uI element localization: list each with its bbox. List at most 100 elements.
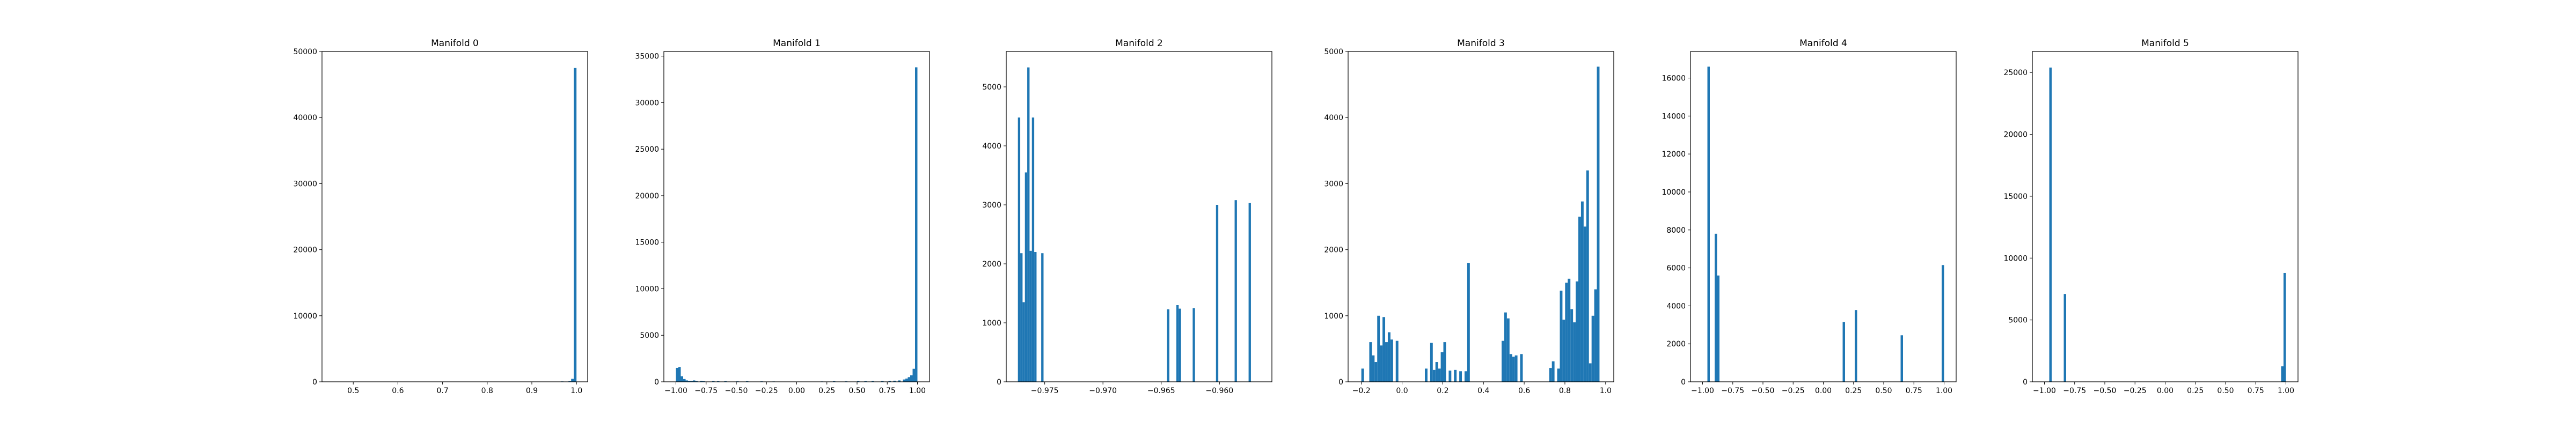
x-tick-label: 0.00 bbox=[2157, 387, 2174, 395]
y-tick-label: 20000 bbox=[2003, 131, 2028, 139]
panel-title: Manifold 0 bbox=[431, 38, 479, 49]
histogram-bar bbox=[676, 367, 678, 382]
y-tick-label: 10000 bbox=[293, 312, 317, 321]
axes-frame bbox=[1348, 51, 1614, 382]
histogram-bar bbox=[1464, 371, 1467, 382]
x-tick-label: 0.7 bbox=[436, 387, 448, 395]
y-tick-label: 35000 bbox=[635, 53, 659, 61]
histogram-bar bbox=[2049, 67, 2052, 382]
histogram-bar bbox=[1594, 289, 1597, 382]
histogram-bar bbox=[1506, 318, 1510, 382]
x-tick-label: 0.25 bbox=[2187, 387, 2204, 395]
histogram-bar bbox=[2284, 272, 2286, 382]
x-tick-label: 0.0 bbox=[1396, 387, 1408, 395]
histogram-bar bbox=[2063, 294, 2066, 382]
x-tick-label: −0.25 bbox=[1782, 387, 1805, 395]
panel-title: Manifold 5 bbox=[2141, 38, 2189, 49]
histogram-bar bbox=[1509, 354, 1512, 382]
x-tick-label: −0.75 bbox=[2063, 387, 2086, 395]
y-tick-label: 20000 bbox=[293, 246, 317, 255]
axes-frame bbox=[1006, 51, 1272, 382]
histogram-bar bbox=[1432, 369, 1436, 382]
histogram-bar bbox=[1589, 363, 1592, 382]
histogram-bar bbox=[1034, 252, 1037, 382]
x-tick-label: 0.25 bbox=[818, 387, 835, 395]
x-tick-label: −1.00 bbox=[2033, 387, 2056, 395]
histogram-panel-1: −1.00 −0.75 −0.50 −0.25 0.00 0.25 0.50 0.75 1.00… bbox=[635, 38, 930, 395]
histogram-bar bbox=[1216, 205, 1219, 382]
x-tick-label: 1.00 bbox=[909, 387, 926, 395]
histogram-bar bbox=[905, 378, 908, 382]
histogram-bar bbox=[574, 68, 577, 382]
y-tick-label: 16000 bbox=[1662, 75, 1686, 83]
histogram-bar bbox=[1020, 253, 1023, 382]
x-tick-label: 1.0 bbox=[570, 387, 582, 395]
histogram-bar bbox=[1715, 233, 1717, 382]
axes-frame bbox=[663, 51, 930, 382]
histogram-bar bbox=[1570, 309, 1574, 382]
y-tick-label: 4000 bbox=[982, 142, 1001, 151]
histogram-bar bbox=[1430, 343, 1433, 382]
histogram-bar bbox=[903, 379, 905, 382]
histogram-panel-4: −1.00 −0.75 −0.50 −0.25 0.00 0.25 0.50 0.75 1.00… bbox=[1662, 38, 1957, 395]
y-tick-label: 0 bbox=[1338, 378, 1343, 387]
histogram-bar bbox=[683, 379, 686, 382]
histogram-bar bbox=[1372, 355, 1375, 382]
histogram-bar bbox=[881, 381, 884, 382]
x-tick-label: −0.75 bbox=[1721, 387, 1744, 395]
histogram-bar bbox=[1041, 253, 1044, 382]
histogram-bar bbox=[712, 381, 715, 382]
histogram-bar bbox=[1031, 117, 1035, 382]
y-tick-label: 5000 bbox=[640, 331, 659, 340]
axes-frame bbox=[2032, 51, 2299, 382]
histogram-bar bbox=[1369, 342, 1372, 382]
x-tick-label: −1.00 bbox=[664, 387, 687, 395]
histogram-bar bbox=[1380, 345, 1383, 382]
histogram-bar bbox=[1454, 369, 1457, 382]
histogram-bar bbox=[1438, 368, 1441, 382]
histogram-bar bbox=[1573, 322, 1576, 382]
x-tick-label: 0.4 bbox=[1477, 387, 1489, 395]
x-tick-label: −0.970 bbox=[1089, 387, 1117, 395]
panel-title: Manifold 2 bbox=[1115, 38, 1163, 49]
histogram-bar bbox=[1029, 250, 1032, 382]
histogram-bar bbox=[1502, 341, 1504, 382]
histogram-bar bbox=[1560, 290, 1563, 382]
histogram-bar bbox=[1459, 371, 1462, 382]
histogram-bar bbox=[1443, 342, 1446, 382]
x-tick-label: 0.8 bbox=[1559, 387, 1571, 395]
histogram-bar bbox=[1448, 371, 1452, 382]
x-tick-label: 0.2 bbox=[1437, 387, 1448, 395]
y-tick-label: 0 bbox=[2023, 378, 2028, 387]
histogram-bar bbox=[915, 67, 918, 382]
histogram-panel-3: −0.2 0.0 0.2 0.4 0.6 0.8 1.0 0 1000 2000 3000 4000 5… bbox=[1324, 38, 1614, 395]
y-tick-label: 0 bbox=[997, 378, 1001, 387]
histogram-bar bbox=[893, 380, 896, 382]
y-tick-label: 14000 bbox=[1662, 112, 1686, 121]
y-tick-label: 6000 bbox=[1666, 264, 1686, 273]
histogram-bar bbox=[910, 375, 913, 382]
histogram-bar bbox=[1374, 362, 1378, 382]
y-tick-label: 20000 bbox=[635, 192, 659, 201]
histogram-bar bbox=[1504, 312, 1507, 382]
histogram-bar bbox=[700, 381, 702, 382]
x-tick-label: −0.50 bbox=[725, 387, 748, 395]
x-tick-label: −0.50 bbox=[2094, 387, 2117, 395]
histogram-bar bbox=[1027, 67, 1030, 382]
histogram-panel-2: −0.975 −0.970 −0.965 −0.960 0 1000 2000 3000 400… bbox=[982, 38, 1272, 395]
histogram-bar bbox=[688, 381, 691, 382]
histogram-bar bbox=[1385, 342, 1388, 382]
y-tick-label: 5000 bbox=[2008, 316, 2028, 325]
y-tick-label: 3000 bbox=[1324, 180, 1343, 188]
y-tick-label: 4000 bbox=[1324, 114, 1343, 122]
histogram-bar bbox=[1855, 310, 1857, 382]
histogram-bar bbox=[1552, 361, 1555, 382]
x-tick-label: 0.75 bbox=[879, 387, 896, 395]
histogram-panel-0: 0.5 0.6 0.7 0.8 0.9 1.0 0 10000 20000 30000 40000 5… bbox=[293, 38, 588, 395]
panel-title: Manifold 1 bbox=[773, 38, 821, 49]
histogram-bar bbox=[1387, 332, 1391, 382]
histogram-bar bbox=[690, 381, 693, 382]
y-tick-label: 50000 bbox=[293, 48, 317, 56]
